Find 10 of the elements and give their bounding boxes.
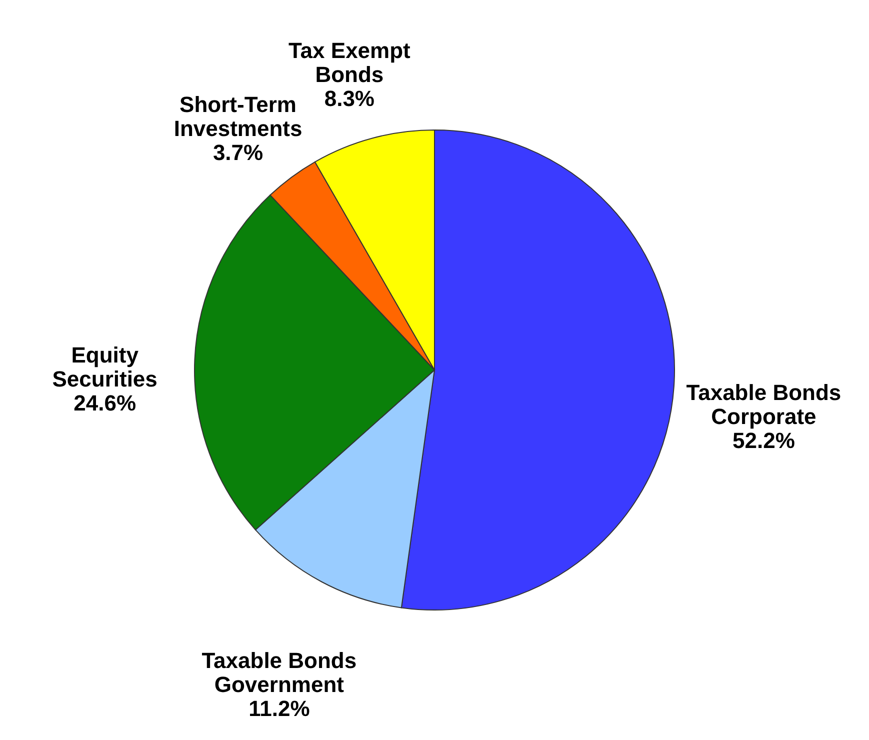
data-label: 24.6%	[74, 390, 136, 416]
slice-label: Taxable Bonds Government	[202, 648, 357, 698]
data-label: 52.2%	[732, 428, 795, 453]
slice-label: Taxable Bonds Corporate	[686, 380, 842, 429]
data-label: 8.3%	[324, 86, 374, 112]
data-label: 3.7%	[212, 140, 264, 165]
data-label: 11.2%	[248, 696, 310, 722]
slice-label: Equity Securities	[52, 342, 158, 392]
slice-label: Tax Exempt Bonds	[288, 38, 412, 88]
slice-label: Short-Term Investments	[174, 92, 302, 141]
